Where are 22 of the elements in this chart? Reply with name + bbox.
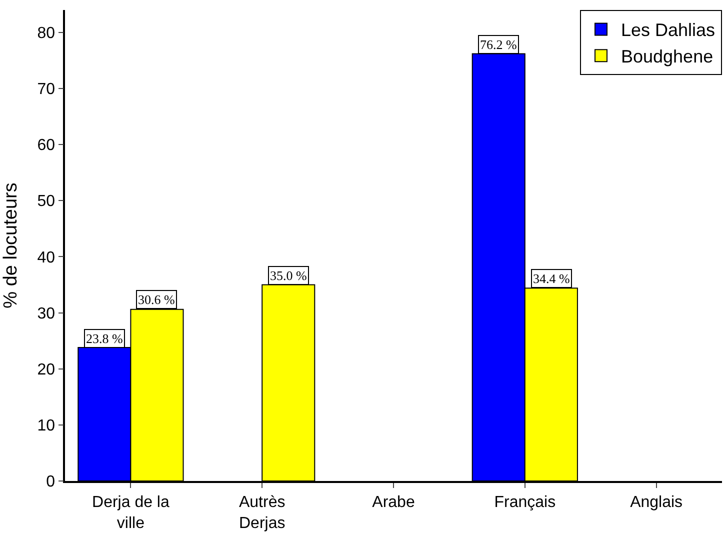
data-label: 23.8 %	[86, 331, 123, 346]
y-tick-label: 60	[37, 137, 56, 154]
legend-label: Boudghene	[621, 46, 714, 67]
x-tick-label: Arabe	[372, 494, 415, 511]
y-tick-label: 40	[37, 249, 56, 266]
y-tick-label: 0	[46, 474, 56, 491]
y-tick-label: 10	[37, 418, 56, 435]
x-tick-label: Français	[494, 494, 556, 511]
y-tick-label: 20	[37, 361, 56, 378]
data-label: 76.2 %	[480, 37, 517, 52]
y-tick-label: 30	[37, 305, 56, 322]
x-tick-label: Derja de la ville	[92, 494, 170, 532]
data-label: 30.6 %	[138, 292, 175, 307]
y-axis-title: % de locuteurs	[0, 182, 22, 308]
x-tick-label: Anglais	[630, 494, 683, 511]
y-tick-label: 50	[37, 193, 56, 210]
y-tick-label: 80	[37, 25, 56, 42]
legend-label: Les Dahlias	[621, 20, 716, 40]
y-tick-label: 70	[37, 81, 56, 98]
x-tick-label: Autrès Derjas	[238, 494, 286, 532]
data-label: 34.4 %	[533, 271, 570, 286]
data-label: 35.0 %	[270, 268, 307, 283]
